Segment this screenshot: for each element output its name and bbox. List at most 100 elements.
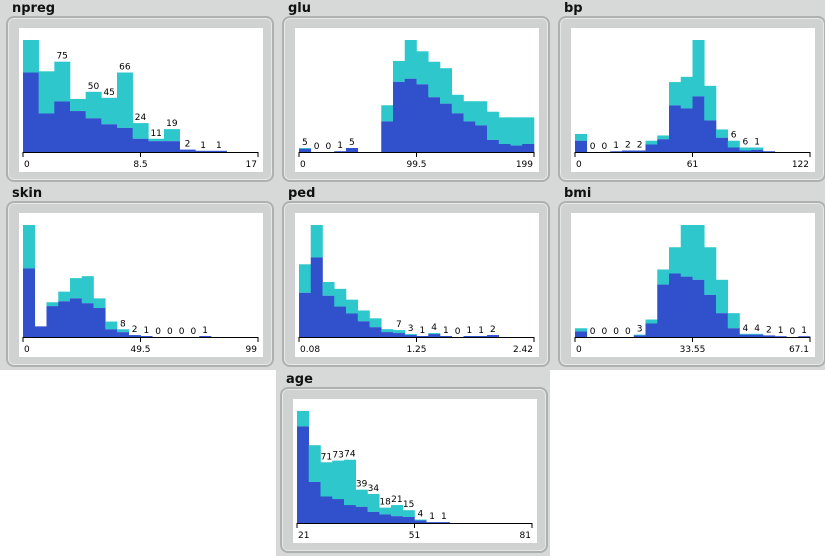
chart-0-bar-upper-4: [85, 91, 102, 119]
chart-0-bar-lower-8: [148, 141, 165, 152]
chart-1-bar-lower-12: [440, 103, 453, 152]
chart-4-count-label-2: 1: [420, 326, 426, 336]
chart-2-count-label-7: 1: [754, 137, 760, 147]
chart-2-count-label-1: 0: [602, 142, 608, 152]
chart-0-bar-upper-5: [101, 97, 118, 125]
chart-6-tick-label-1: 51: [409, 531, 420, 541]
chart-2-bar-lower-11: [704, 120, 717, 152]
chart-3-bar-lower-6: [93, 308, 106, 337]
chart-2-tick-label-2: 122: [792, 160, 809, 170]
chart-5-count-label-2: 0: [613, 327, 619, 337]
chart-4-bar-upper-0: [299, 264, 312, 293]
chart-2-bar-lower-7: [657, 139, 670, 152]
chart-3-bar-lower-0: [23, 268, 36, 337]
chart-5-bar-upper-11: [704, 247, 717, 295]
chart-6-count-label-6: 21: [391, 495, 402, 505]
chart-0-count-label-2: 45: [103, 88, 114, 98]
chart-3-bar-upper-7: [105, 321, 118, 330]
chart-5-bar-upper-9: [680, 225, 693, 277]
chart-0-bar-upper-6: [117, 72, 133, 128]
chart-6-bar-lower-3: [332, 499, 345, 523]
chart-2-bar-upper-7: [657, 135, 670, 140]
chart-1-bar-lower-15: [475, 125, 488, 152]
chart-0-tick-label-1: 8.5: [133, 160, 147, 170]
chart-3-count-label-1: 2: [132, 325, 138, 335]
chart-5-bar-lower-0: [575, 331, 588, 337]
chart-5-count-label-10: 1: [801, 326, 807, 336]
chart-5-bar-lower-14: [739, 334, 752, 337]
chart-4-tick-label-0: 0.08: [300, 345, 320, 355]
chart-4-count-label-4: 1: [443, 326, 449, 336]
chart-4-count-label-0: 7: [396, 320, 402, 330]
chart-5-bar-upper-14: [739, 333, 752, 335]
chart-4-bar-lower-9: [404, 335, 417, 337]
chart-3-bar-upper-5: [81, 276, 94, 304]
chart-4-bar-upper-5: [357, 310, 370, 322]
chart-1-bar-lower-18: [510, 145, 523, 152]
chart-3-bar-upper-8: [117, 329, 130, 333]
chart-2-bar-lower-13: [727, 147, 740, 152]
chart-5-bar-lower-17: [774, 336, 787, 337]
chart-1-count-label-0: 5: [302, 138, 308, 148]
chart-2-bar-lower-5: [633, 150, 646, 152]
bp-histogram: 0 0 1 2 266 10 61 122: [574, 40, 811, 170]
chart-4-bar-lower-0: [299, 292, 312, 337]
bmi-title: bmi: [564, 186, 592, 201]
npreg-panel: 75 50 45 66 24 11 19 2 1 1 0 8.5 17: [6, 16, 274, 182]
chart-0-bar-lower-6: [117, 127, 133, 152]
chart-4-bar-upper-1: [310, 225, 323, 258]
chart-6-bar-upper-3: [332, 460, 345, 500]
chart-6-bar-upper-1: [308, 445, 321, 482]
chart-1-bar-lower-0: [299, 148, 312, 152]
chart-6-bar-upper-7: [379, 507, 392, 515]
chart-1-tick-label-2: 199: [516, 160, 533, 170]
chart-1-bar-lower-3: [334, 151, 347, 152]
chart-5-bar-upper-13: [727, 313, 740, 329]
chart-6-bar-upper-8: [391, 505, 404, 517]
chart-0-count-label-7: 2: [185, 140, 191, 150]
chart-2-bar-lower-3: [610, 151, 623, 152]
chart-0-count-label-5: 11: [150, 129, 161, 139]
chart-5-count-label-0: 0: [590, 327, 596, 337]
chart-4-bar-lower-2: [322, 295, 335, 337]
chart-6-count-label-1: 73: [332, 451, 343, 461]
chart-2-bar-lower-10: [692, 96, 705, 152]
chart-4-bar-lower-1: [310, 257, 323, 337]
chart-4-bar-lower-10: [416, 336, 429, 337]
chart-6-bar-lower-8: [391, 516, 404, 523]
chart-6-bar-upper-5: [355, 489, 368, 507]
glu-cell: glu 5 0 0 1 5 0 99.5 199: [278, 0, 552, 184]
chart-4-bar-lower-7: [381, 332, 394, 337]
chart-4-bar-upper-3: [334, 288, 347, 307]
chart-6-count-label-3: 39: [356, 480, 368, 490]
chart-3-bar-upper-6: [93, 298, 106, 309]
chart-6-bar-lower-11: [426, 522, 439, 523]
chart-1-bar-upper-12: [440, 68, 453, 104]
chart-0-bar-lower-10: [179, 149, 196, 152]
chart-1-count-label-2: 0: [326, 142, 332, 152]
bmi-cell: bmi 0 0 0 0 3 4 4 2 1 0 1 0 33.55 67.1: [554, 185, 825, 369]
chart-2-bar-upper-13: [727, 140, 740, 148]
chart-1-bar-lower-17: [498, 143, 511, 152]
chart-6-bar-lower-2: [320, 496, 333, 523]
chart-5-count-label-1: 0: [602, 327, 608, 337]
chart-5-bar-lower-13: [727, 328, 740, 337]
chart-3-bar-lower-10: [140, 336, 153, 337]
chart-1-bar-lower-11: [428, 97, 441, 152]
npreg-plot: 75 50 45 66 24 11 19 2 1 1 0 8.5 17: [19, 28, 263, 172]
chart-1-tick-label-0: 0: [300, 160, 306, 170]
chart-1-bar-upper-18: [510, 117, 523, 146]
chart-0-bar-lower-3: [70, 111, 86, 152]
chart-2-count-label-2: 1: [613, 141, 619, 151]
chart-4-bar-upper-4: [346, 299, 359, 314]
chart-1-bar-upper-17: [498, 117, 511, 144]
chart-4-count-label-1: 3: [408, 324, 414, 334]
chart-4-bar-lower-6: [369, 327, 382, 337]
chart-0-bar-upper-0: [23, 40, 39, 73]
chart-1-bar-upper-15: [475, 101, 488, 126]
chart-0-count-label-3: 66: [119, 63, 131, 73]
chart-5-bar-lower-15: [751, 334, 764, 337]
chart-3-bar-lower-7: [105, 329, 118, 337]
chart-6-count-label-8: 4: [418, 510, 424, 520]
